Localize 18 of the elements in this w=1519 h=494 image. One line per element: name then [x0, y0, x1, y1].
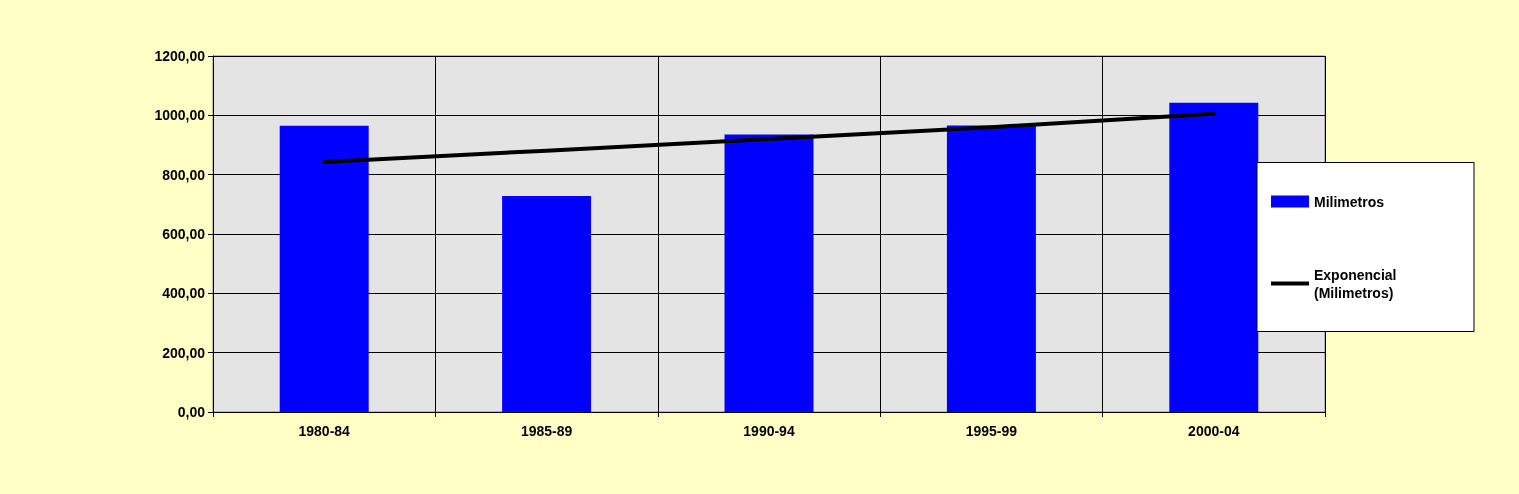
bar — [279, 125, 369, 412]
bar — [724, 134, 814, 412]
y-tick-label: 200,00 — [162, 344, 206, 361]
x-tick-label: 1980-84 — [298, 423, 351, 439]
y-tick-label: 1200,00 — [154, 48, 206, 64]
y-tick-label: 0,00 — [177, 404, 206, 420]
legend-label: Exponencial (Milimetros) — [1314, 266, 1401, 301]
x-tick-label: 1995-99 — [965, 423, 1018, 439]
bar — [502, 196, 592, 412]
x-tick-label: 2000-04 — [1188, 423, 1240, 439]
y-tick-label: 1000,00 — [154, 107, 206, 124]
x-tick-label: 1990-94 — [743, 423, 795, 439]
x-tick-label: 1985-89 — [520, 423, 573, 439]
legend-label: Milimetros — [1314, 193, 1385, 210]
y-tick-label: 400,00 — [162, 285, 206, 302]
y-tick-label: 800,00 — [162, 166, 206, 183]
bar — [946, 125, 1036, 412]
y-tick-label: 600,00 — [162, 226, 206, 242]
